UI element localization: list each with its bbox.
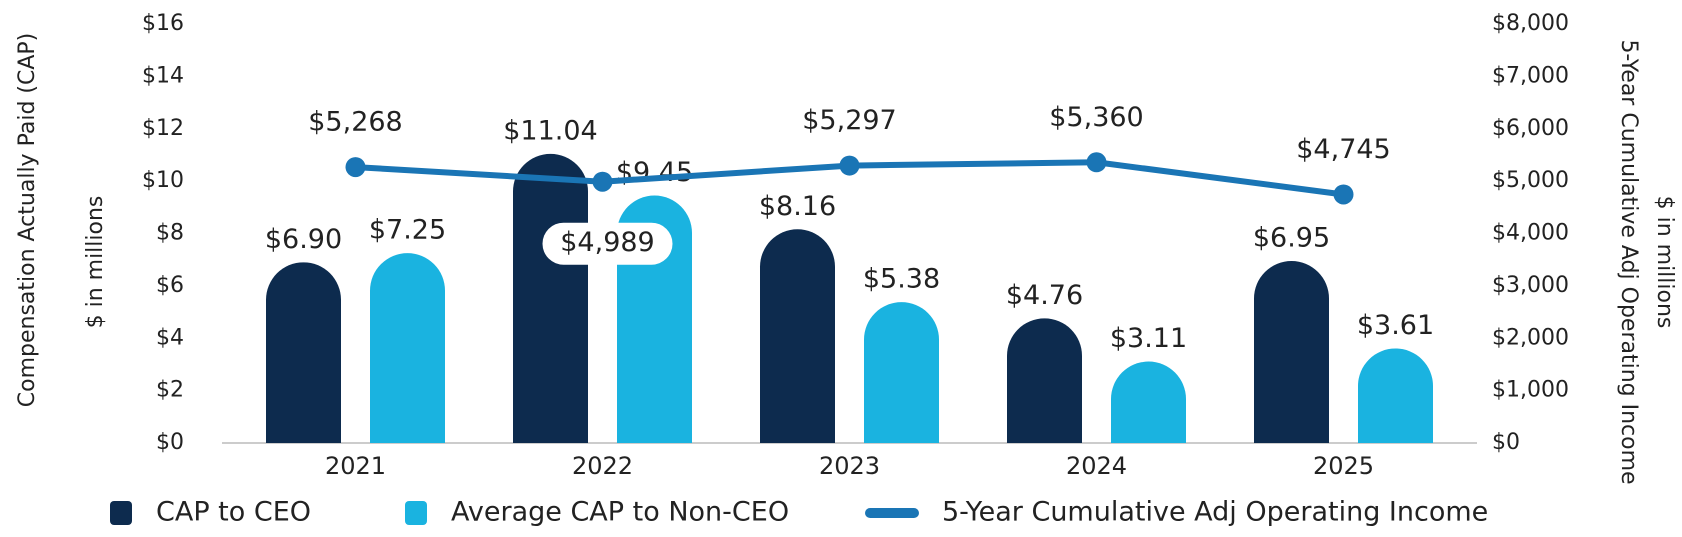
y-tick-label: $2 xyxy=(156,378,184,403)
data-label: $4.76 xyxy=(1006,280,1083,311)
bar xyxy=(1007,318,1082,443)
x-tick-label: 2022 xyxy=(572,452,633,480)
y2-axis-title: 5-Year Cumulative Adj Operating Income xyxy=(1616,39,1641,484)
x-tick-label: 2025 xyxy=(1313,452,1374,480)
x-tick-label: 2023 xyxy=(819,452,880,480)
line-point xyxy=(592,171,613,192)
bar xyxy=(1254,260,1329,443)
data-label: $4,745 xyxy=(1296,134,1390,165)
y2-tick-label: $2,000 xyxy=(1492,325,1569,350)
label-bg xyxy=(542,222,673,265)
legend-label: CAP to CEO xyxy=(156,497,311,528)
data-label: $5,297 xyxy=(802,105,896,136)
bar xyxy=(1358,348,1433,443)
data-label: $4,989 xyxy=(560,227,654,258)
y-tick-label: $0 xyxy=(156,430,184,455)
bar xyxy=(760,229,835,443)
y-tick-label: $12 xyxy=(142,116,184,141)
data-label: $6.95 xyxy=(1253,222,1330,253)
y-tick-label: $4 xyxy=(156,325,184,350)
y-axis-title: Compensation Actually Paid (CAP) xyxy=(15,33,40,408)
y2-tick-label: $1,000 xyxy=(1492,378,1569,403)
bar xyxy=(266,262,341,443)
y2-tick-label: $4,000 xyxy=(1492,221,1569,246)
y-tick-label: $8 xyxy=(156,221,184,246)
data-label: $9.45 xyxy=(616,157,693,188)
bar xyxy=(864,302,939,443)
y2-tick-label: $3,000 xyxy=(1492,273,1569,298)
bar xyxy=(1111,361,1186,443)
y2-tick-label: $5,000 xyxy=(1492,168,1569,193)
data-label: $11.04 xyxy=(503,115,597,146)
x-tick-label: 2024 xyxy=(1066,452,1127,480)
data-label: $5,360 xyxy=(1049,102,1143,133)
data-label: $6.90 xyxy=(265,224,342,255)
legend-marker xyxy=(405,501,427,525)
y2-tick-label: $8,000 xyxy=(1492,11,1569,36)
bar xyxy=(370,253,445,443)
data-label: $5.38 xyxy=(863,264,940,295)
bar xyxy=(513,153,588,443)
y2-tick-label: $6,000 xyxy=(1492,116,1569,141)
legend-marker xyxy=(110,501,132,525)
x-tick-label: 2021 xyxy=(325,452,386,480)
line-point xyxy=(345,157,366,178)
data-label: $3.61 xyxy=(1357,310,1434,341)
line-point xyxy=(1333,184,1354,205)
y-tick-label: $6 xyxy=(156,273,184,298)
line-point xyxy=(1086,152,1107,173)
y2-axis-title: $ in millions xyxy=(1652,196,1677,329)
line-point xyxy=(839,155,860,176)
y2-tick-label: $0 xyxy=(1492,430,1520,455)
data-label: $7.25 xyxy=(369,215,446,246)
y2-tick-label: $7,000 xyxy=(1492,63,1569,88)
y-tick-label: $10 xyxy=(142,168,184,193)
data-label: $3.11 xyxy=(1110,323,1187,354)
legend-label: Average CAP to Non-CEO xyxy=(451,497,789,528)
data-label: $5,268 xyxy=(308,107,402,138)
y-tick-label: $16 xyxy=(142,11,184,36)
y-tick-label: $14 xyxy=(142,63,184,88)
y-axis-title: $ in millions xyxy=(83,196,108,329)
data-label: $8.16 xyxy=(759,191,836,222)
legend-label: 5-Year Cumulative Adj Operating Income xyxy=(942,497,1488,528)
